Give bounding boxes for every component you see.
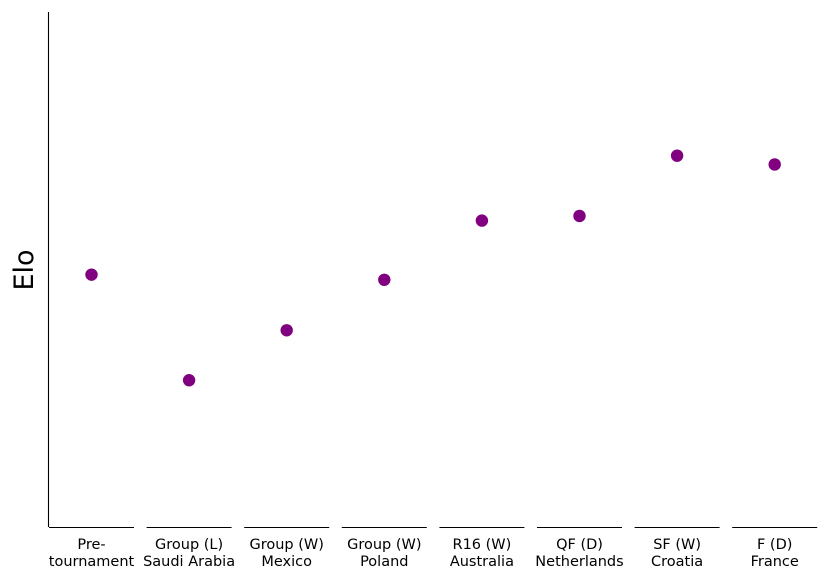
x-tick-label: Mexico — [261, 554, 312, 570]
x-tick-label: SF (W) — [653, 537, 701, 553]
x-tick-label: Group (L) — [155, 537, 223, 553]
x-tick-label: Group (W) — [347, 537, 421, 553]
x-tick-label: Croatia — [651, 554, 703, 570]
data-point — [768, 158, 781, 171]
data-point — [670, 149, 684, 162]
data-point — [182, 374, 196, 387]
data-points — [85, 149, 781, 387]
x-tick-label: Pre- — [77, 537, 105, 553]
data-point — [378, 273, 391, 286]
data-point — [85, 268, 98, 281]
data-point — [573, 209, 586, 223]
x-tick-label: F (D) — [757, 537, 792, 553]
data-point — [280, 324, 293, 337]
data-point — [475, 214, 489, 227]
x-tick-label: tournament — [49, 554, 135, 570]
x-tick-label: QF (D) — [556, 537, 603, 553]
x-tick-label: Group (W) — [249, 537, 323, 553]
x-tick-label: Saudi Arabia — [143, 554, 235, 570]
x-axis-segments: Pre-tournament Group (L)Saudi Arabia Group… — [49, 526, 818, 570]
x-tick-label: Netherlands — [535, 554, 623, 570]
x-tick-label: Australia — [450, 554, 514, 570]
y-axis-label: Elo — [9, 249, 40, 290]
x-tick-label: France — [751, 554, 799, 570]
x-tick-label: Poland — [360, 554, 408, 570]
x-tick-label: R16 (W) — [453, 537, 512, 553]
